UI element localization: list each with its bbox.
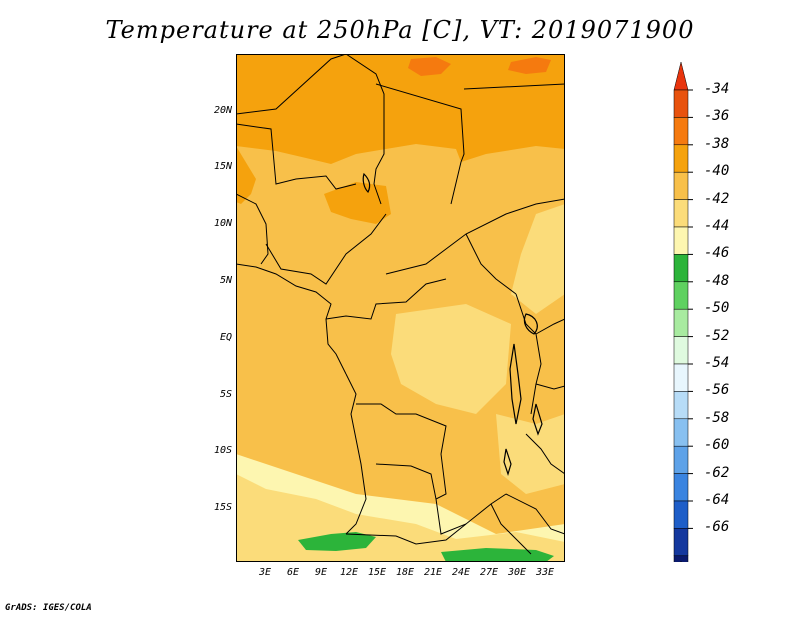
colorbar-label: -66	[704, 519, 730, 536]
colorbar-segment	[673, 391, 689, 420]
colorbar-label: -58	[704, 409, 730, 426]
colorbar-segment	[673, 254, 689, 283]
map-frame	[236, 54, 565, 562]
lon-label-15e: 15E	[367, 567, 387, 578]
colorbar-segment	[673, 418, 689, 447]
lat-label-10n: 10N	[213, 218, 232, 229]
lon-label-27e: 27E	[479, 567, 499, 578]
colorbar-label: -38	[704, 135, 730, 152]
field-band-38	[236, 54, 565, 164]
colorbar-segment	[673, 336, 689, 365]
field-patch-36-b	[508, 57, 551, 74]
map-lakes	[362, 172, 543, 476]
colorbar-label: -36	[704, 108, 730, 125]
colorbar-label: -62	[704, 464, 730, 481]
colorbar-segment	[673, 144, 689, 173]
lat-label-eq: EQ	[219, 332, 232, 343]
field-band-38-west	[236, 146, 256, 204]
lon-label-33e: 33E	[535, 567, 555, 578]
lat-label-20n: 20N	[213, 105, 232, 116]
colorbar-svg	[673, 62, 693, 562]
colorbar-segment	[673, 500, 689, 529]
colorbar-segment	[673, 528, 689, 557]
lat-label-10s: 10S	[213, 445, 232, 456]
colorbar-segment	[673, 445, 689, 474]
map-borders	[235, 53, 566, 555]
temperature-map	[235, 53, 566, 562]
map-title: Temperature at 250hPa [C], VT: 201907190…	[105, 16, 695, 44]
lon-label-24e: 24E	[451, 567, 471, 578]
colorbar-top-arrow	[673, 62, 689, 91]
colorbar-segment	[673, 363, 689, 392]
map-svg	[235, 53, 566, 562]
lon-label-12e: 12E	[339, 567, 359, 578]
colorbar-segment	[673, 555, 689, 562]
lon-label-3e: 3E	[258, 567, 272, 578]
colorbar-segment	[673, 226, 689, 255]
colorbar-label: -44	[704, 218, 730, 234]
colorbar-label: -56	[704, 382, 730, 399]
lat-label-15s: 15S	[213, 502, 232, 513]
lon-label-6e: 6E	[286, 567, 300, 578]
lat-label-5n: 5N	[219, 275, 232, 286]
colorbar-label: -34	[704, 81, 730, 97]
field-cool-42-southeast	[496, 414, 565, 494]
colorbar-segment	[673, 171, 689, 200]
colorbar-label: -46	[704, 245, 730, 262]
colorbar-label: -60	[704, 437, 730, 454]
colorbar-segment	[673, 89, 689, 118]
field-cool-42-east	[511, 204, 565, 314]
colorbar-label: -50	[704, 300, 730, 317]
lon-label-9e: 9E	[314, 567, 328, 578]
lat-label-5s: 5S	[219, 389, 232, 400]
lon-label-30e: 30E	[507, 567, 527, 578]
lat-label-15n: 15N	[213, 161, 232, 172]
colorbar-segment	[673, 308, 689, 337]
lon-label-18e: 18E	[395, 567, 415, 578]
colorbar-segment	[673, 117, 689, 146]
colorbar-label: -54	[704, 355, 730, 371]
grads-credit: GrADS: IGES/COLA	[5, 603, 92, 613]
colorbar-label: -42	[704, 190, 730, 207]
field-patch-46-a	[298, 532, 376, 551]
colorbar-label: -40	[704, 163, 730, 180]
colorbar-label: -64	[704, 492, 730, 508]
colorbar-label: -52	[704, 327, 730, 344]
field-cool-42-congo	[391, 304, 511, 414]
field-patch-46-b	[441, 548, 554, 562]
colorbar-legend: -34 -36 -38 -40 -42 -44 -46 -48 -50 -52 -54 -56 -58 -…	[670, 62, 790, 562]
field-patch-36-a	[408, 57, 451, 76]
colorbar-segment	[673, 199, 689, 228]
lon-label-21e: 21E	[423, 567, 443, 578]
colorbar-segment	[673, 281, 689, 310]
field-band-38-center	[324, 182, 391, 224]
colorbar-segment	[673, 473, 689, 502]
colorbar-label: -48	[704, 272, 730, 289]
colorbar-bottom-arrow	[680, 560, 682, 562]
